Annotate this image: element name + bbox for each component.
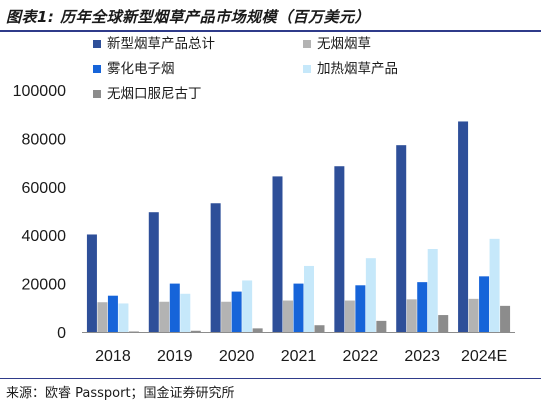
x-tick-label: 2023 <box>404 348 440 365</box>
y-tick-label: 20000 <box>22 277 67 294</box>
y-tick-label: 100000 <box>13 83 66 100</box>
bar-5-2021 <box>314 325 325 332</box>
bar-5-2020 <box>252 328 263 332</box>
x-axis: 2018 2019 2020 2021 2022 2023 2024E <box>82 332 515 365</box>
legend-swatch-4 <box>303 65 311 73</box>
bar-1-2023 <box>396 145 407 332</box>
bars <box>86 121 511 333</box>
legend-label-1: 新型烟草产品总计 <box>107 36 215 52</box>
x-tick-label: 2018 <box>95 348 131 365</box>
legend-swatch-1 <box>93 40 101 48</box>
bar-5-2024E <box>500 305 511 332</box>
bar-5-2023 <box>438 315 449 332</box>
bar-4-2019 <box>180 293 191 332</box>
bar-3-2021 <box>293 283 304 332</box>
bar-4-2023 <box>427 248 438 332</box>
bar-4-2022 <box>365 258 376 332</box>
footer-divider <box>0 378 541 379</box>
bar-1-2020 <box>210 203 221 332</box>
bar-1-2018 <box>86 234 97 332</box>
bar-4-2021 <box>304 265 314 332</box>
x-tick-label: 2022 <box>343 348 379 365</box>
bar-2-2021 <box>283 300 293 332</box>
bar-2-2023 <box>406 299 417 332</box>
x-tick-label: 2021 <box>281 348 317 365</box>
legend-swatch-2 <box>303 40 311 48</box>
y-axis: 0 20000 40000 60000 80000 100000 <box>13 83 66 342</box>
bar-1-2022 <box>334 166 345 332</box>
title-divider <box>0 30 541 32</box>
x-tick-label: 2020 <box>219 348 255 365</box>
bar-3-2023 <box>417 282 428 332</box>
legend-label-3: 雾化电子烟 <box>107 61 175 77</box>
y-tick-label: 0 <box>57 325 66 342</box>
bar-3-2019 <box>169 283 180 332</box>
bar-3-2020 <box>231 291 242 332</box>
y-tick-label: 60000 <box>22 180 67 197</box>
legend-label-4: 加热烟草产品 <box>317 61 398 77</box>
legend-swatch-5 <box>93 90 101 98</box>
bar-2-2019 <box>159 301 170 332</box>
bar-5-2019 <box>190 330 201 332</box>
bar-2-2024E <box>468 298 479 332</box>
chart-title: 图表1: 历年全球新型烟草产品市场规模（百万美元） <box>6 8 371 26</box>
x-tick-label: 2019 <box>157 348 193 365</box>
legend-label-2: 无烟烟草 <box>317 36 371 52</box>
bar-2-2020 <box>221 301 232 332</box>
y-tick-label: 40000 <box>22 228 67 245</box>
bar-1-2021 <box>272 176 283 332</box>
bar-4-2018 <box>118 303 129 332</box>
bar-1-2019 <box>148 212 159 332</box>
bar-2-2022 <box>344 300 355 332</box>
bar-5-2022 <box>376 320 387 332</box>
source-note: 来源：欧睿 Passport；国金证券研究所 <box>6 386 235 401</box>
bar-3-2018 <box>107 295 118 332</box>
x-tick-label: 2024E <box>461 348 507 365</box>
bar-1-2024E <box>458 121 469 333</box>
bar-4-2020 <box>242 280 253 332</box>
bar-3-2022 <box>355 285 366 332</box>
bar-3-2024E <box>479 276 490 332</box>
bar-4-2024E <box>489 238 500 332</box>
y-tick-label: 80000 <box>22 131 67 148</box>
legend-swatch-3 <box>93 65 101 73</box>
bar-2-2018 <box>97 302 108 332</box>
legend-label-5: 无烟口服尼古丁 <box>107 86 202 102</box>
